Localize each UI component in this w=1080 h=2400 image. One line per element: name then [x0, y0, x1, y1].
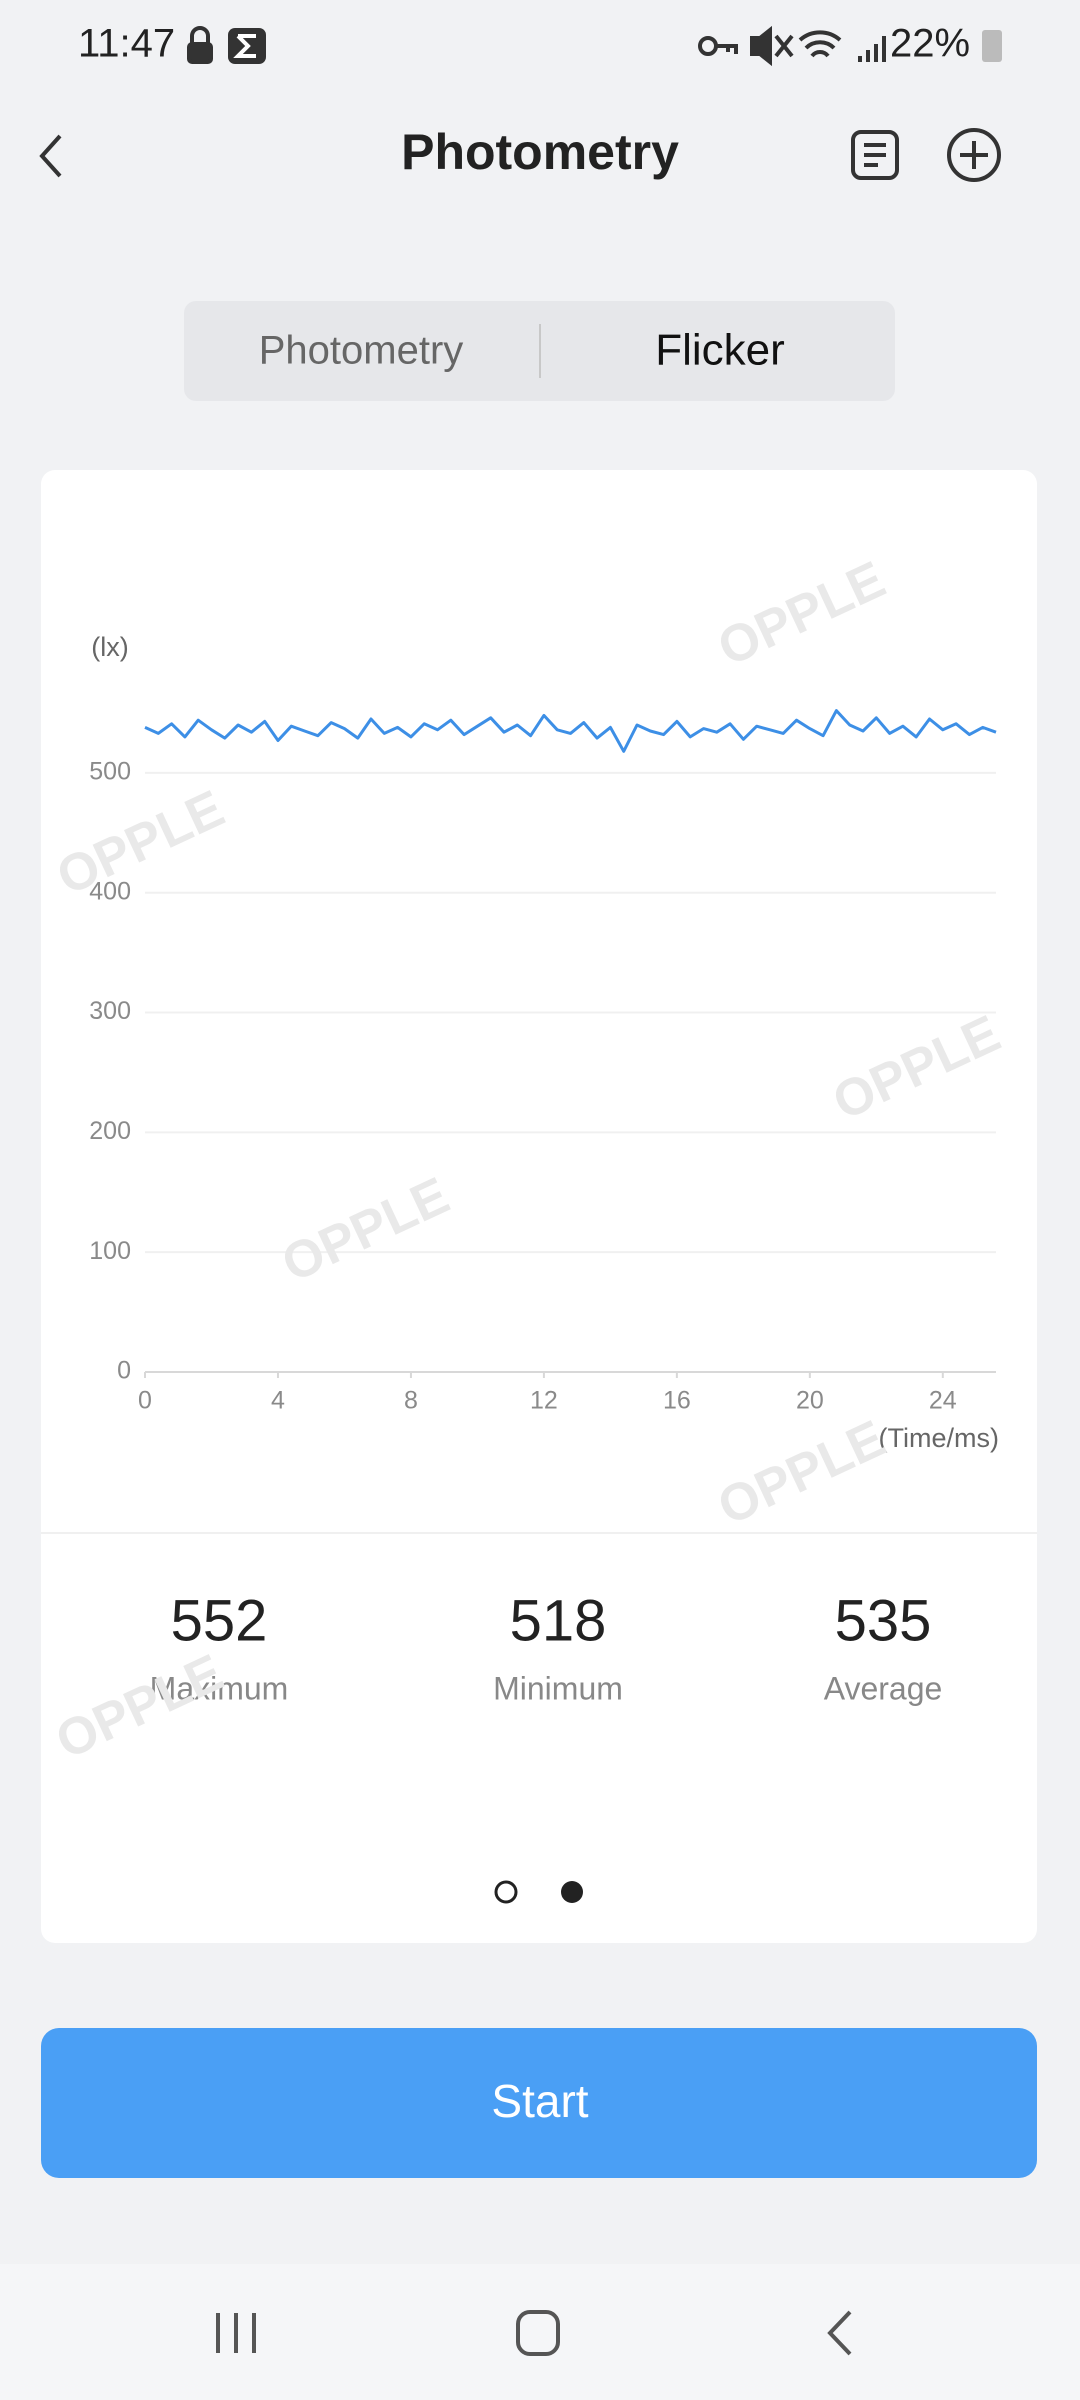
y-tick-label: 500 — [89, 758, 131, 786]
x-axis-label: (Time/ms) — [879, 1423, 999, 1453]
stat-value: 535 — [835, 1588, 932, 1653]
stat-value: 552 — [171, 1588, 268, 1653]
tab-active[interactable]: Flicker — [655, 326, 785, 375]
y-tick-label: 400 — [89, 877, 131, 905]
x-tick-label: 12 — [530, 1387, 558, 1415]
chart: 0 100 200 300 400 500 0 4 8 12 16 20 24 — [89, 709, 997, 1415]
y-tick-label: 100 — [89, 1237, 131, 1265]
page-dot-active[interactable] — [561, 1881, 583, 1903]
stats: 552 Maximum 518 Minimum 535 Average — [150, 1588, 943, 1706]
start-button-label[interactable]: Start — [491, 2075, 588, 2127]
records-button[interactable] — [851, 130, 899, 180]
nav-buttons[interactable] — [216, 2310, 852, 2356]
x-tick-label: 0 — [138, 1387, 152, 1415]
y-axis-label: (lx) — [91, 632, 128, 662]
battery-icon — [982, 30, 1002, 62]
x-tick-label: 20 — [796, 1387, 824, 1415]
tab[interactable]: Photometry — [259, 329, 464, 373]
start-button[interactable] — [41, 2028, 1037, 2178]
nav-bar — [0, 2264, 1080, 2400]
back-button[interactable] — [39, 134, 62, 178]
stat-label: Maximum — [150, 1670, 289, 1706]
flicker-line — [144, 709, 997, 753]
status-battery: 22% — [890, 22, 970, 66]
x-tick-label: 16 — [663, 1387, 691, 1415]
y-tick-label: 200 — [89, 1117, 131, 1145]
status-icons — [187, 25, 886, 67]
x-tick-label: 4 — [271, 1387, 285, 1415]
card — [41, 470, 1037, 1943]
y-tick-label: 0 — [117, 1357, 131, 1385]
page-title: Photometry — [401, 124, 679, 180]
x-tick-label: 8 — [404, 1387, 418, 1415]
stat-label: Average — [824, 1670, 943, 1706]
status-time: 11:47 — [78, 22, 175, 66]
y-tick-label: 300 — [89, 997, 131, 1025]
stat-value: 518 — [510, 1588, 607, 1653]
add-button[interactable] — [947, 128, 1001, 182]
stat-label: Minimum — [493, 1670, 623, 1706]
page-dot[interactable] — [494, 1880, 518, 1904]
x-tick-label: 24 — [929, 1387, 957, 1415]
